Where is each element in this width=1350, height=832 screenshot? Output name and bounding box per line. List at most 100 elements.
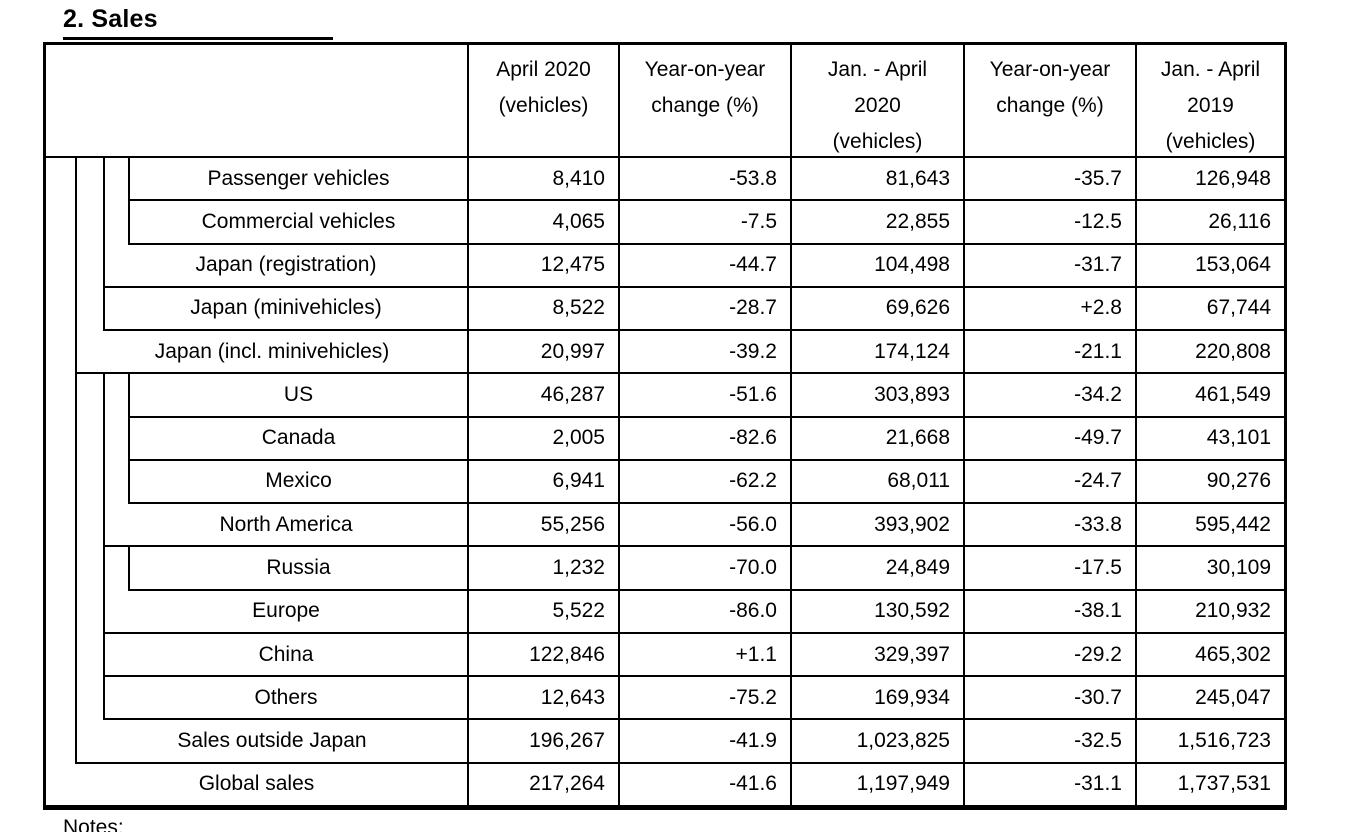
cell-yoy-april: -41.9 (618, 720, 790, 764)
page-title: 2. Sales (63, 5, 333, 40)
row-global-sales: Global sales 217,264 -41.6 1,197,949 -31… (46, 763, 1284, 807)
cell-april-2020: 1,232 (467, 547, 618, 591)
cell-jan-april-2020: 1,023,825 (790, 720, 963, 764)
cell-yoy-jan-april: -34.2 (963, 374, 1135, 418)
cell-yoy-jan-april: -24.7 (963, 460, 1135, 505)
cell-yoy-jan-april: -33.8 (963, 504, 1135, 548)
cell-yoy-april: -41.6 (618, 763, 790, 807)
row-label: US (130, 374, 467, 418)
row-label: Others (105, 677, 467, 721)
cell-jan-april-2020: 169,934 (790, 677, 963, 721)
row-label: Japan (minivehicles) (105, 288, 467, 332)
sales-table: April 2020 (vehicles) Year-on-year chang… (43, 42, 1287, 810)
cell-jan-april-2019: 90,276 (1135, 460, 1284, 505)
cell-april-2020: 12,475 (467, 244, 618, 288)
row-others: Others 12,643 -75.2 169,934 -30.7 245,04… (46, 677, 1284, 721)
cell-yoy-jan-april: -17.5 (963, 547, 1135, 591)
cell-jan-april-2020: 68,011 (790, 460, 963, 505)
row-commercial-vehicles: Commercial vehicles 4,065 -7.5 22,855 -1… (46, 201, 1284, 245)
cell-yoy-jan-april: -35.7 (963, 158, 1135, 202)
cell-yoy-april: -56.0 (618, 504, 790, 548)
cell-jan-april-2019: 153,064 (1135, 244, 1284, 288)
cell-jan-april-2019: 30,109 (1135, 547, 1284, 591)
row-mexico: Mexico 6,941 -62.2 68,011 -24.7 90,276 (46, 460, 1284, 505)
cell-yoy-april: -82.6 (618, 417, 790, 461)
cell-jan-april-2020: 329,397 (790, 633, 963, 678)
cell-jan-april-2020: 22,855 (790, 201, 963, 245)
cell-jan-april-2019: 126,948 (1135, 158, 1284, 202)
cell-jan-april-2020: 81,643 (790, 158, 963, 202)
row-passenger-vehicles: Passenger vehicles 8,410 -53.8 81,643 -3… (46, 158, 1284, 202)
row-canada: Canada 2,005 -82.6 21,668 -49.7 43,101 (46, 417, 1284, 461)
table-header-row: April 2020 (vehicles) Year-on-year chang… (46, 45, 1284, 160)
cell-yoy-april: -62.2 (618, 460, 790, 505)
header-yoy-change-jan-april: Year-on-year change (%) (963, 45, 1135, 160)
row-china: China 122,846 +1.1 329,397 -29.2 465,302 (46, 633, 1284, 678)
cell-yoy-april: -53.8 (618, 158, 790, 202)
cell-yoy-jan-april: -31.1 (963, 763, 1135, 807)
corner-cell (46, 45, 467, 160)
row-label: Mexico (130, 461, 467, 505)
cell-jan-april-2020: 174,124 (790, 331, 963, 375)
cell-yoy-jan-april: +2.8 (963, 287, 1135, 332)
cell-yoy-april: -7.5 (618, 201, 790, 245)
cell-yoy-jan-april: -30.7 (963, 677, 1135, 721)
row-label: Global sales (46, 764, 467, 807)
row-label: Commercial vehicles (130, 201, 467, 245)
cell-yoy-april: -70.0 (618, 547, 790, 591)
cell-jan-april-2019: 245,047 (1135, 677, 1284, 721)
row-japan-minivehicles: Japan (minivehicles) 8,522 -28.7 69,626 … (46, 287, 1284, 332)
cell-jan-april-2020: 69,626 (790, 287, 963, 332)
cell-jan-april-2019: 1,516,723 (1135, 720, 1284, 764)
row-north-america: North America 55,256 -56.0 393,902 -33.8… (46, 504, 1284, 548)
cell-jan-april-2020: 104,498 (790, 244, 963, 288)
cell-yoy-jan-april: -38.1 (963, 590, 1135, 634)
cell-april-2020: 12,643 (467, 677, 618, 721)
cell-april-2020: 2,005 (467, 417, 618, 461)
row-label: Passenger vehicles (130, 158, 467, 202)
cell-april-2020: 5,522 (467, 590, 618, 634)
header-jan-april-2020: Jan. - April 2020 (vehicles) (790, 45, 963, 160)
cell-yoy-april: -39.2 (618, 331, 790, 375)
cell-jan-april-2019: 43,101 (1135, 417, 1284, 461)
cell-jan-april-2019: 595,442 (1135, 504, 1284, 548)
table-body: Passenger vehicles 8,410 -53.8 81,643 -3… (46, 158, 1284, 807)
cell-yoy-jan-april: -31.7 (963, 244, 1135, 288)
row-label: Japan (registration) (105, 245, 467, 288)
row-japan-registration: Japan (registration) 12,475 -44.7 104,49… (46, 244, 1284, 288)
row-russia: Russia 1,232 -70.0 24,849 -17.5 30,109 (46, 547, 1284, 591)
cell-yoy-april: -75.2 (618, 677, 790, 721)
cell-jan-april-2020: 303,893 (790, 374, 963, 418)
cell-jan-april-2019: 220,808 (1135, 331, 1284, 375)
row-label: China (105, 634, 467, 678)
cell-april-2020: 8,410 (467, 158, 618, 202)
group-outline-level2-overseas (103, 374, 105, 721)
cell-jan-april-2019: 465,302 (1135, 633, 1284, 678)
cell-jan-april-2020: 21,668 (790, 417, 963, 461)
cell-jan-april-2020: 1,197,949 (790, 763, 963, 807)
header-april-2020: April 2020 (vehicles) (467, 45, 618, 160)
cell-yoy-jan-april: -32.5 (963, 720, 1135, 764)
cell-april-2020: 8,522 (467, 287, 618, 332)
cell-jan-april-2019: 210,932 (1135, 590, 1284, 634)
cell-yoy-april: +1.1 (618, 633, 790, 678)
row-label: North America (105, 504, 467, 548)
cell-april-2020: 6,941 (467, 460, 618, 505)
cell-yoy-april: -51.6 (618, 374, 790, 418)
group-outline-level3-russia (128, 547, 130, 591)
cell-yoy-april: -44.7 (618, 244, 790, 288)
cell-jan-april-2019: 1,737,531 (1135, 763, 1284, 807)
header-yoy-change-april: Year-on-year change (%) (618, 45, 790, 160)
cell-april-2020: 4,065 (467, 201, 618, 245)
group-outline-level2-japan (103, 158, 105, 332)
cell-april-2020: 196,267 (467, 720, 618, 764)
row-label: Japan (incl. minivehicles) (77, 331, 467, 375)
row-label: Russia (130, 547, 467, 591)
row-sales-outside-japan: Sales outside Japan 196,267 -41.9 1,023,… (46, 720, 1284, 764)
cell-yoy-jan-april: -49.7 (963, 417, 1135, 461)
cell-april-2020: 55,256 (467, 504, 618, 548)
group-outline-level3-north-america (128, 374, 130, 505)
row-label: Canada (130, 418, 467, 461)
cell-jan-april-2020: 130,592 (790, 590, 963, 634)
row-japan-incl-minivehicles: Japan (incl. minivehicles) 20,997 -39.2 … (46, 331, 1284, 375)
